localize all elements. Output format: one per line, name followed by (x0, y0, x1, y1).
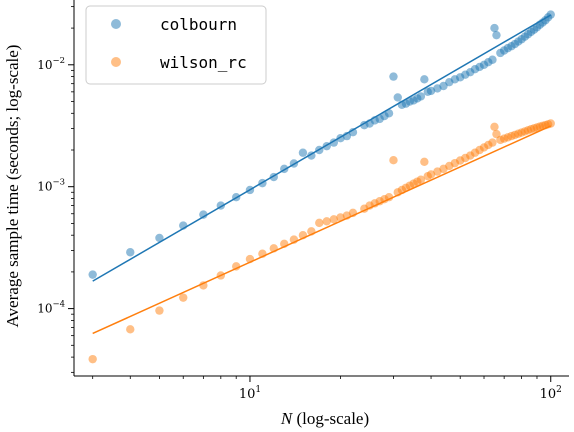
data-point-wilson-rc (199, 281, 208, 290)
data-point-wilson-rc (232, 262, 241, 271)
data-point-wilson-rc (389, 155, 398, 165)
x-tick-label: 102 (540, 385, 562, 402)
data-point-wilson-rc (384, 193, 394, 202)
y-axis: 10−4 10−3 10−2 (37, 0, 75, 376)
data-point-wilson-rc (179, 293, 188, 302)
data-point-colbourn (490, 23, 499, 33)
data-point-colbourn (393, 93, 402, 102)
legend-marker-colbourn (111, 19, 121, 29)
data-point-colbourn (88, 270, 97, 279)
data-point-wilson-rc (155, 306, 164, 315)
data-point-wilson-rc (426, 170, 436, 179)
legend-label-wilson-rc: wilson_rc (160, 53, 247, 72)
data-point-wilson-rc (420, 157, 429, 167)
data-point-colbourn (126, 248, 135, 257)
data-point-colbourn (492, 30, 501, 40)
data-point-wilson-rc (490, 122, 499, 131)
data-point-colbourn (155, 233, 164, 243)
data-point-wilson-rc (546, 119, 555, 128)
data-point-colbourn (298, 148, 308, 157)
data-point-colbourn (426, 86, 436, 96)
data-point-colbourn (488, 55, 497, 64)
x-axis-title: N (log-scale) (280, 409, 369, 428)
y-tick-label: 10−2 (37, 56, 65, 72)
legend: colbourn wilson_rc (85, 5, 267, 85)
plot-area (88, 10, 555, 364)
y-axis-title: Average sample time (seconds; log-scale) (3, 45, 22, 328)
data-point-wilson-rc (88, 354, 97, 364)
legend-frame (85, 5, 267, 85)
data-point-wilson-rc (488, 138, 497, 147)
data-point-colbourn (199, 210, 208, 219)
data-point-colbourn (348, 127, 358, 137)
data-point-wilson-rc (315, 218, 324, 228)
data-point-colbourn (389, 72, 398, 81)
data-point-colbourn (416, 92, 426, 101)
data-point-wilson-rc (329, 215, 339, 224)
y-tick-label: 10−4 (37, 300, 65, 316)
x-axis: 101 102 (74, 375, 569, 402)
x-tick-label: 101 (239, 385, 261, 402)
y-tick-label: 10−3 (37, 178, 65, 194)
fit-line-colbourn (92, 14, 552, 282)
x-axis-title-text: (log-scale) (292, 409, 369, 428)
data-point-wilson-rc (322, 217, 331, 226)
x-axis-title-variable: N (280, 409, 294, 428)
legend-label-colbourn: colbourn (160, 15, 237, 34)
data-point-colbourn (384, 109, 394, 118)
legend-marker-wilson-rc (111, 57, 121, 67)
data-point-wilson-rc (416, 175, 426, 184)
data-point-colbourn (420, 75, 429, 84)
data-point-wilson-rc (126, 325, 135, 334)
fit-line-wilson-rc (92, 125, 552, 335)
